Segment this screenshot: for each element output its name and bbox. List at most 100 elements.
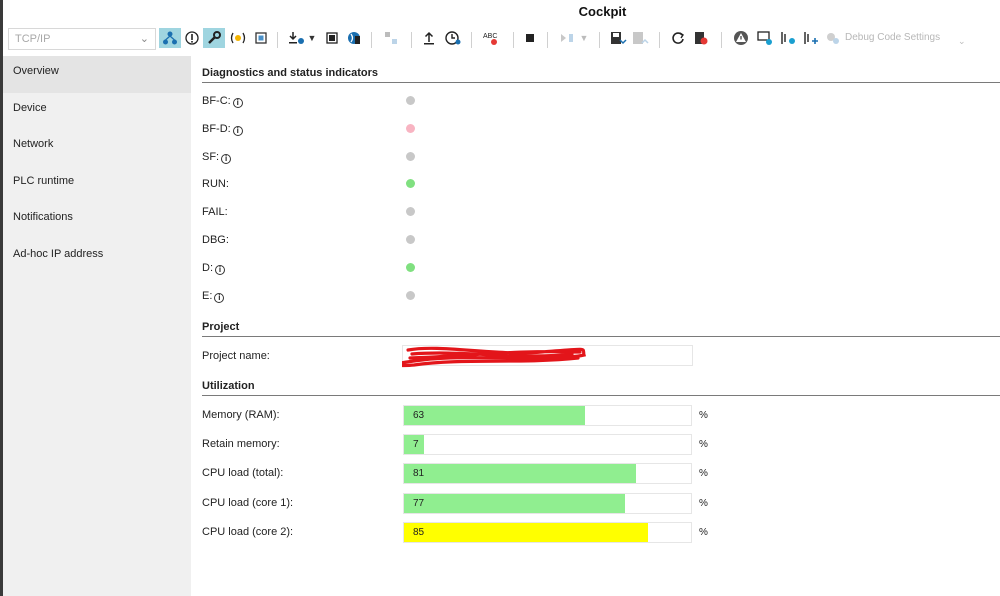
warning-triangle-icon[interactable] bbox=[731, 28, 751, 48]
step-disabled-icon[interactable] bbox=[558, 28, 578, 48]
utilization-bar: 7 bbox=[403, 434, 692, 456]
utilization-bar: 63 bbox=[403, 405, 692, 426]
led-label-d: D: i bbox=[202, 262, 225, 275]
restore-disabled-icon[interactable] bbox=[630, 28, 650, 48]
led-label-text: DBG: bbox=[202, 234, 229, 246]
info-icon[interactable]: i bbox=[232, 98, 243, 108]
utilization-value: 63 bbox=[413, 410, 425, 421]
utilization-value: 7 bbox=[413, 439, 419, 451]
info-icon[interactable]: i bbox=[214, 292, 225, 303]
led-label-text: FAIL: bbox=[202, 206, 228, 219]
utilization-value: 81 bbox=[413, 468, 425, 480]
led-label-text: BF-C: bbox=[202, 95, 231, 107]
link-signal-icon[interactable] bbox=[228, 28, 248, 48]
refresh-icon[interactable] bbox=[669, 28, 687, 48]
chevron-down-icon[interactable]: ⌄ bbox=[958, 36, 966, 46]
toolbar-separator bbox=[411, 32, 412, 48]
compare-disabled-icon[interactable] bbox=[381, 28, 401, 48]
led-label-sf: SF: i bbox=[202, 150, 232, 164]
download-run-icon[interactable] bbox=[286, 28, 306, 48]
sidebar-item-notifications[interactable]: Notifications bbox=[13, 211, 73, 223]
status-led-run bbox=[406, 179, 415, 189]
utilization-label: Memory (RAM): bbox=[202, 409, 280, 421]
sidebar-item-network[interactable]: Network bbox=[13, 138, 54, 150]
dropdown-arrow-icon[interactable]: ▼ bbox=[579, 33, 589, 43]
diagnostics-heading: Diagnostics and status indicators bbox=[202, 67, 1000, 83]
debug-step-icon[interactable] bbox=[778, 28, 798, 48]
stop-square-icon[interactable] bbox=[323, 28, 341, 48]
connection-select[interactable]: TCP/IP ⌄ bbox=[8, 28, 156, 50]
connection-select-value: TCP/IP bbox=[15, 33, 51, 45]
toolbar-separator bbox=[513, 32, 514, 48]
debug-device-icon[interactable] bbox=[755, 28, 775, 48]
utilization-label: Retain memory: bbox=[202, 438, 280, 451]
debug-code-settings-label[interactable]: Debug Code Settings bbox=[845, 32, 941, 43]
svg-text:ABC: ABC bbox=[483, 33, 497, 40]
info-icon[interactable]: i bbox=[232, 125, 243, 136]
sidebar-item-plc-runtime[interactable]: PLC runtime bbox=[13, 174, 75, 187]
utilization-bar-fill bbox=[404, 464, 637, 484]
utilization-label: CPU load (total): bbox=[202, 467, 284, 480]
toolbar-separator bbox=[721, 32, 722, 48]
sidebar-item-adhoc-ip[interactable]: Ad-hoc IP address bbox=[13, 247, 104, 260]
debug-settings-disabled-icon[interactable] bbox=[823, 28, 843, 48]
reset-device-icon[interactable] bbox=[691, 28, 711, 48]
sidebar-item-device[interactable]: Device bbox=[13, 101, 47, 114]
led-label-text: RUN: bbox=[202, 178, 229, 191]
status-led-d bbox=[406, 262, 415, 272]
toolbar-separator bbox=[599, 32, 600, 48]
led-label-bf-d: BF-D: i bbox=[202, 123, 243, 136]
network-topology-icon[interactable] bbox=[159, 28, 181, 48]
utilization-bar: 81 bbox=[403, 463, 692, 485]
status-led-bf-d bbox=[406, 123, 415, 133]
debug-add-icon[interactable] bbox=[801, 28, 821, 48]
status-led-dbg bbox=[406, 235, 415, 244]
save-device-icon[interactable] bbox=[608, 28, 628, 48]
toolbar-separator bbox=[277, 32, 278, 48]
led-label-dbg: DBG: bbox=[202, 234, 229, 246]
chevron-down-icon: ⌄ bbox=[139, 33, 149, 45]
redaction-scribble bbox=[402, 346, 587, 368]
led-label-e: E: i bbox=[202, 290, 225, 303]
info-circle-icon[interactable] bbox=[183, 28, 201, 48]
dropdown-arrow-icon[interactable]: ▼ bbox=[307, 33, 317, 43]
utilization-bar-fill bbox=[404, 493, 625, 513]
led-label-bf-c: BF-C: i bbox=[202, 95, 243, 108]
stop-icon[interactable] bbox=[522, 28, 538, 48]
led-label-text: BF-D: bbox=[202, 122, 231, 135]
spell-check-icon[interactable]: ABC bbox=[481, 28, 501, 48]
toolbar-separator bbox=[547, 32, 548, 48]
utilization-bar-fill bbox=[404, 435, 425, 455]
wrench-icon[interactable] bbox=[203, 28, 225, 48]
device-module-icon[interactable] bbox=[251, 28, 271, 48]
upload-arrow-icon[interactable] bbox=[420, 28, 438, 48]
utilization-bar: 77 bbox=[403, 492, 692, 514]
utilization-label: CPU load (core 2): bbox=[202, 525, 294, 538]
project-name-label: Project name: bbox=[202, 350, 270, 362]
utilization-bar-fill bbox=[404, 406, 585, 425]
led-label-text: D: bbox=[202, 261, 213, 274]
info-icon[interactable]: i bbox=[221, 153, 232, 164]
percent-unit: % bbox=[699, 439, 708, 451]
online-globe-icon[interactable] bbox=[344, 28, 364, 48]
clock-sync-icon[interactable] bbox=[443, 28, 463, 48]
toolbar-separator bbox=[471, 32, 472, 48]
utilization-bar: 85 bbox=[403, 521, 692, 543]
percent-unit: % bbox=[699, 410, 708, 421]
sidebar: Overview Device Network PLC runtime Noti… bbox=[3, 56, 191, 596]
status-led-bf-c bbox=[406, 96, 415, 105]
percent-unit: % bbox=[699, 468, 708, 480]
main-content: Diagnostics and status indicators BF-C: i… bbox=[191, 56, 1000, 596]
toolbar-separator bbox=[371, 32, 372, 48]
led-label-text: SF: bbox=[202, 150, 220, 163]
led-label-run: RUN: bbox=[202, 178, 229, 190]
sidebar-item-overview[interactable]: Overview bbox=[3, 56, 191, 93]
status-led-sf bbox=[406, 151, 415, 161]
toolbar: TCP/IP ⌄ ▼ ABC ▼ bbox=[3, 24, 1000, 56]
toolbar-separator bbox=[659, 32, 660, 48]
window-title: Cockpit bbox=[578, 4, 627, 19]
status-led-e bbox=[406, 290, 415, 300]
led-label-fail: FAIL: bbox=[202, 206, 228, 218]
info-icon[interactable]: i bbox=[215, 264, 225, 275]
utilization-value: 85 bbox=[413, 526, 425, 538]
